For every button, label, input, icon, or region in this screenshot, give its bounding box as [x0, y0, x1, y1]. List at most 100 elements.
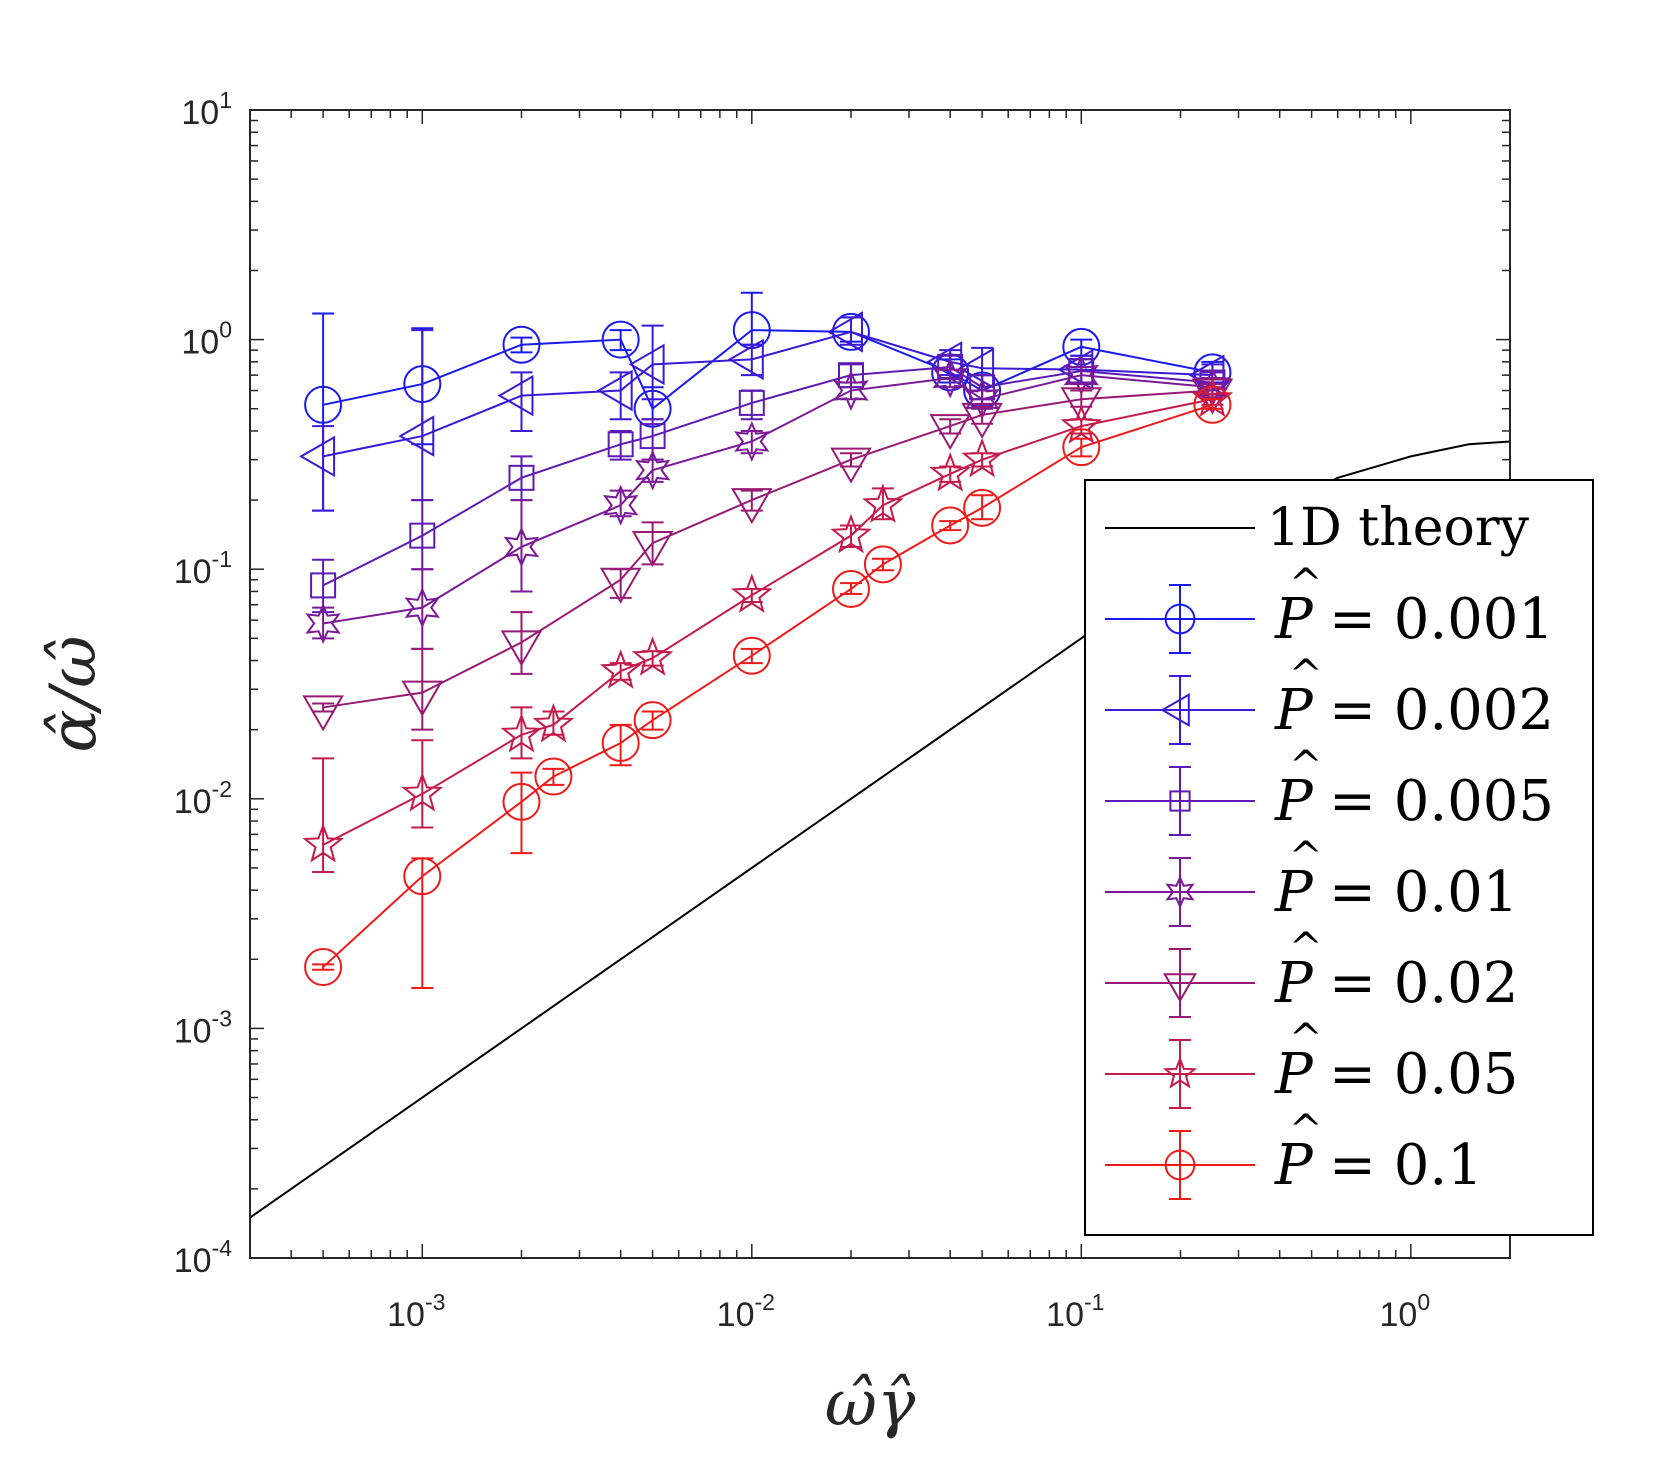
- legend-symbol: P: [1274, 678, 1314, 743]
- legend-marker: [1164, 1149, 1196, 1181]
- data-point: [961, 437, 1003, 478]
- data-point: [734, 420, 770, 462]
- legend-label: = 0.1: [1329, 1133, 1483, 1198]
- data-point: [508, 464, 535, 491]
- legend-marker: [1165, 875, 1195, 909]
- data-point: [409, 522, 436, 549]
- x-tick-label: 10-3: [387, 1289, 445, 1334]
- data-point: [599, 649, 642, 689]
- data-point: [731, 488, 773, 525]
- data-point: [1193, 385, 1232, 424]
- data-point: [305, 603, 341, 644]
- data-point: [500, 630, 543, 667]
- data-point: [503, 526, 540, 568]
- data-point: [497, 374, 534, 417]
- data-point: [599, 567, 642, 604]
- series-5: [302, 377, 1234, 873]
- data-point: [830, 513, 872, 554]
- data-point: [958, 347, 995, 390]
- data-point: [634, 449, 671, 491]
- x-tick-label: 100: [1379, 1289, 1430, 1334]
- data-point: [732, 636, 771, 675]
- legend-label: = 0.02: [1329, 951, 1518, 1016]
- data-point: [304, 948, 343, 987]
- y-tick-label: 100: [181, 317, 232, 362]
- data-point: [601, 723, 640, 762]
- legend-label: = 0.005: [1329, 769, 1554, 834]
- data-point: [639, 423, 666, 450]
- legend-entry-1: P^= 0.002: [1105, 652, 1554, 745]
- data-point: [302, 695, 344, 732]
- legend-symbol: P: [1274, 860, 1314, 925]
- data-point: [299, 435, 336, 478]
- data-point: [1060, 404, 1103, 444]
- legend-label: = 0.05: [1329, 1042, 1518, 1107]
- data-point: [607, 431, 634, 458]
- data-point: [863, 545, 902, 584]
- data-point: [931, 506, 970, 545]
- data-point: [633, 701, 672, 740]
- data-point: [602, 484, 639, 526]
- data-point: [932, 357, 968, 399]
- data-point: [502, 325, 541, 364]
- legend-hat: ^: [1289, 925, 1323, 971]
- legend-hat: ^: [1289, 1016, 1323, 1062]
- series-layer: [299, 291, 1234, 989]
- y-tick-label: 10-3: [174, 1005, 232, 1050]
- data-point: [831, 312, 870, 351]
- legend-marker: [1169, 790, 1191, 812]
- y-tick-label: 10-4: [174, 1235, 232, 1280]
- data-point: [534, 757, 573, 796]
- legend-hat: ^: [1289, 1107, 1323, 1153]
- data-point: [500, 712, 543, 753]
- data-point: [831, 569, 870, 608]
- legend-label: 1D theory: [1267, 498, 1530, 558]
- data-point: [961, 402, 1003, 439]
- legend-entry-2: P^= 0.005: [1105, 743, 1554, 836]
- legend-marker: [1160, 693, 1190, 727]
- data-point: [1062, 428, 1101, 467]
- legend-entry-4: P^= 0.02: [1105, 925, 1518, 1018]
- data-point: [631, 531, 674, 568]
- series-3: [305, 354, 1231, 650]
- y-axis-label: α̂/ω̂: [37, 636, 111, 753]
- x-tick-label: 10-1: [1046, 1289, 1104, 1334]
- data-point: [929, 414, 971, 451]
- series-4: [302, 378, 1234, 732]
- legend-hat: ^: [1289, 561, 1323, 607]
- legend-hat: ^: [1289, 743, 1323, 789]
- data-point: [963, 488, 1002, 527]
- data-point: [1060, 387, 1103, 424]
- series-6: [304, 385, 1232, 989]
- data-point: [727, 338, 764, 381]
- data-point: [731, 573, 773, 613]
- legend-marker: [1162, 1055, 1198, 1089]
- legend-symbol: P: [1274, 587, 1314, 652]
- data-point: [596, 369, 633, 412]
- data-point: [862, 483, 904, 523]
- legend-hat: ^: [1289, 652, 1323, 698]
- legend-symbol: P: [1274, 1133, 1314, 1198]
- data-point: [929, 452, 971, 492]
- data-point: [628, 343, 665, 386]
- data-point: [310, 572, 337, 599]
- legend-symbol: P: [1274, 1042, 1314, 1107]
- data-point: [398, 415, 435, 457]
- legend-hat: ^: [1289, 834, 1323, 880]
- data-point: [302, 823, 344, 863]
- data-point: [826, 311, 863, 353]
- data-point: [833, 370, 869, 412]
- legend-label: = 0.002: [1329, 678, 1554, 743]
- data-point: [631, 636, 674, 676]
- legend-symbol: P: [1274, 951, 1314, 1016]
- data-point: [830, 447, 872, 484]
- legend-entry-0: P^= 0.001: [1105, 561, 1554, 654]
- legend-label: = 0.01: [1329, 860, 1518, 925]
- data-point: [304, 385, 343, 424]
- legend-marker: [1163, 973, 1197, 1003]
- legend-entry-5: P^= 0.05: [1105, 1016, 1518, 1109]
- y-tick-label: 10-1: [174, 546, 232, 591]
- data-point: [401, 772, 444, 812]
